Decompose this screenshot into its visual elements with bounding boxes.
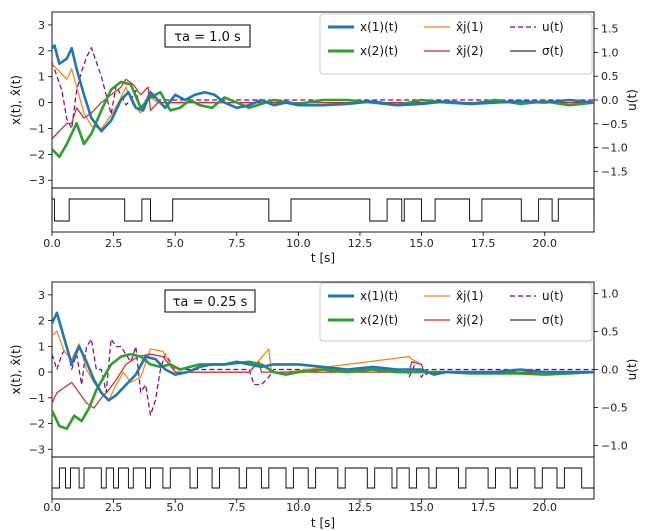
x-tick-label: 0.0	[43, 237, 61, 250]
y-left-tick-label: −2	[29, 148, 45, 161]
y-right-tick-label: 1.5	[601, 23, 619, 36]
y-right-tick-label: 0.0	[601, 94, 619, 107]
y-left-tick-label: −3	[29, 174, 45, 187]
series-group	[52, 44, 594, 159]
x-tick-label: 17.5	[471, 237, 496, 250]
legend-box	[319, 282, 593, 342]
x-tick-label: 20.0	[532, 501, 557, 514]
legend-label: x̂j(1)	[456, 289, 483, 303]
sigma-signal-line	[52, 467, 594, 489]
series-line-0	[52, 44, 594, 133]
series-line-1	[52, 352, 594, 431]
y-left-tick-label: 2	[38, 45, 45, 58]
legend-label: x(1)(t)	[360, 20, 398, 34]
legend-label: x̂j(1)	[456, 20, 483, 34]
legend-label: σ(t)	[542, 313, 564, 327]
legend-box	[319, 13, 593, 75]
legend-label: x(2)(t)	[360, 313, 398, 327]
y-left-tick-label: 3	[38, 19, 45, 32]
series-line-3	[52, 78, 594, 140]
y-right-axis-title: u(t)	[625, 359, 639, 381]
x-tick-label: 12.5	[348, 237, 373, 250]
y-right-tick-label: −0.5	[601, 402, 628, 415]
annotation-box	[164, 24, 251, 48]
x-tick-label: 2.5	[105, 237, 123, 250]
y-right-tick-label: 0.5	[601, 70, 619, 83]
x-tick-label: 20.0	[532, 237, 557, 250]
x-tick-label: 2.5	[105, 501, 123, 514]
x-tick-label: 5.0	[166, 501, 184, 514]
x-tick-label: 7.5	[228, 237, 246, 250]
x-tick-label: 5.0	[166, 237, 184, 250]
x-tick-label: 7.5	[228, 501, 246, 514]
legend-label: σ(t)	[542, 44, 564, 58]
x-tick-label: 10.0	[286, 501, 311, 514]
series-group	[52, 311, 594, 431]
x-tick-label: 10.0	[286, 237, 311, 250]
y-left-tick-label: 3	[38, 289, 45, 302]
y-right-tick-label: −1.5	[601, 165, 628, 178]
x-tick-label: 15.0	[409, 237, 434, 250]
chart-panel-bottom: 3 2 1 0 −1 −2 −3 1.0 0.5 0.0 −0.5 −1.0 0.0 2.5 5.0 7.5 1…	[9, 281, 639, 530]
x-tick-label: 12.5	[348, 501, 373, 514]
series-line-1	[52, 80, 594, 159]
x-tick-label: 15.0	[409, 501, 434, 514]
annotation-box	[164, 289, 256, 313]
x-axis-title: t [s]	[311, 251, 335, 265]
y-right-axis-title: u(t)	[625, 89, 639, 111]
y-left-tick-label: −3	[29, 443, 45, 456]
y-right-tick-label: 1.0	[601, 287, 619, 300]
sigma-signal-line	[51, 198, 595, 222]
y-right-tick-label: 1.0	[601, 46, 619, 59]
y-left-tick-label: 0	[38, 97, 45, 110]
y-right-tick-label: −1.0	[601, 142, 628, 155]
legend-label: x̂j(2)	[456, 44, 483, 58]
y-right-tick-label: −0.5	[601, 118, 628, 131]
x-tick-label: 0.0	[43, 501, 61, 514]
x-tick-label: 17.5	[471, 501, 496, 514]
legend-label: x̂j(2)	[456, 313, 483, 327]
y-left-tick-label: −2	[29, 418, 45, 431]
switching-axes-frame	[51, 187, 595, 233]
legend-label: u(t)	[542, 289, 564, 303]
y-right-tick-label: 0.0	[601, 364, 619, 377]
x-axis-title: t [s]	[311, 516, 335, 530]
y-left-tick-label: 2	[38, 315, 45, 328]
y-right-tick-label: −1.0	[601, 440, 628, 453]
y-right-tick-label: 0.5	[601, 325, 619, 338]
y-left-axis-title: x(t), x̂(t)	[9, 345, 23, 395]
chart-panel-top: 3 2 1 0 −1 −2 −3 1.5 1.0 0.5 0.0 −0.5 −1.0 −1.5 0.0 2.5…	[9, 11, 639, 265]
annotation-text: τa = 0.25 s	[173, 295, 248, 310]
y-left-tick-label: 1	[38, 340, 45, 353]
y-left-tick-label: −1	[29, 392, 45, 405]
series-line-0	[52, 311, 594, 402]
annotation-text: τa = 1.0 s	[174, 30, 241, 45]
legend-label: x(1)(t)	[360, 289, 398, 303]
y-left-tick-label: 0	[38, 366, 45, 379]
legend-label: x(2)(t)	[360, 44, 398, 58]
y-left-tick-label: −1	[29, 122, 45, 135]
y-left-axis-title: x(t), x̂(t)	[9, 75, 23, 125]
y-left-tick-label: 1	[38, 71, 45, 84]
legend-label: u(t)	[542, 20, 564, 34]
switching-axes-frame	[51, 456, 595, 500]
